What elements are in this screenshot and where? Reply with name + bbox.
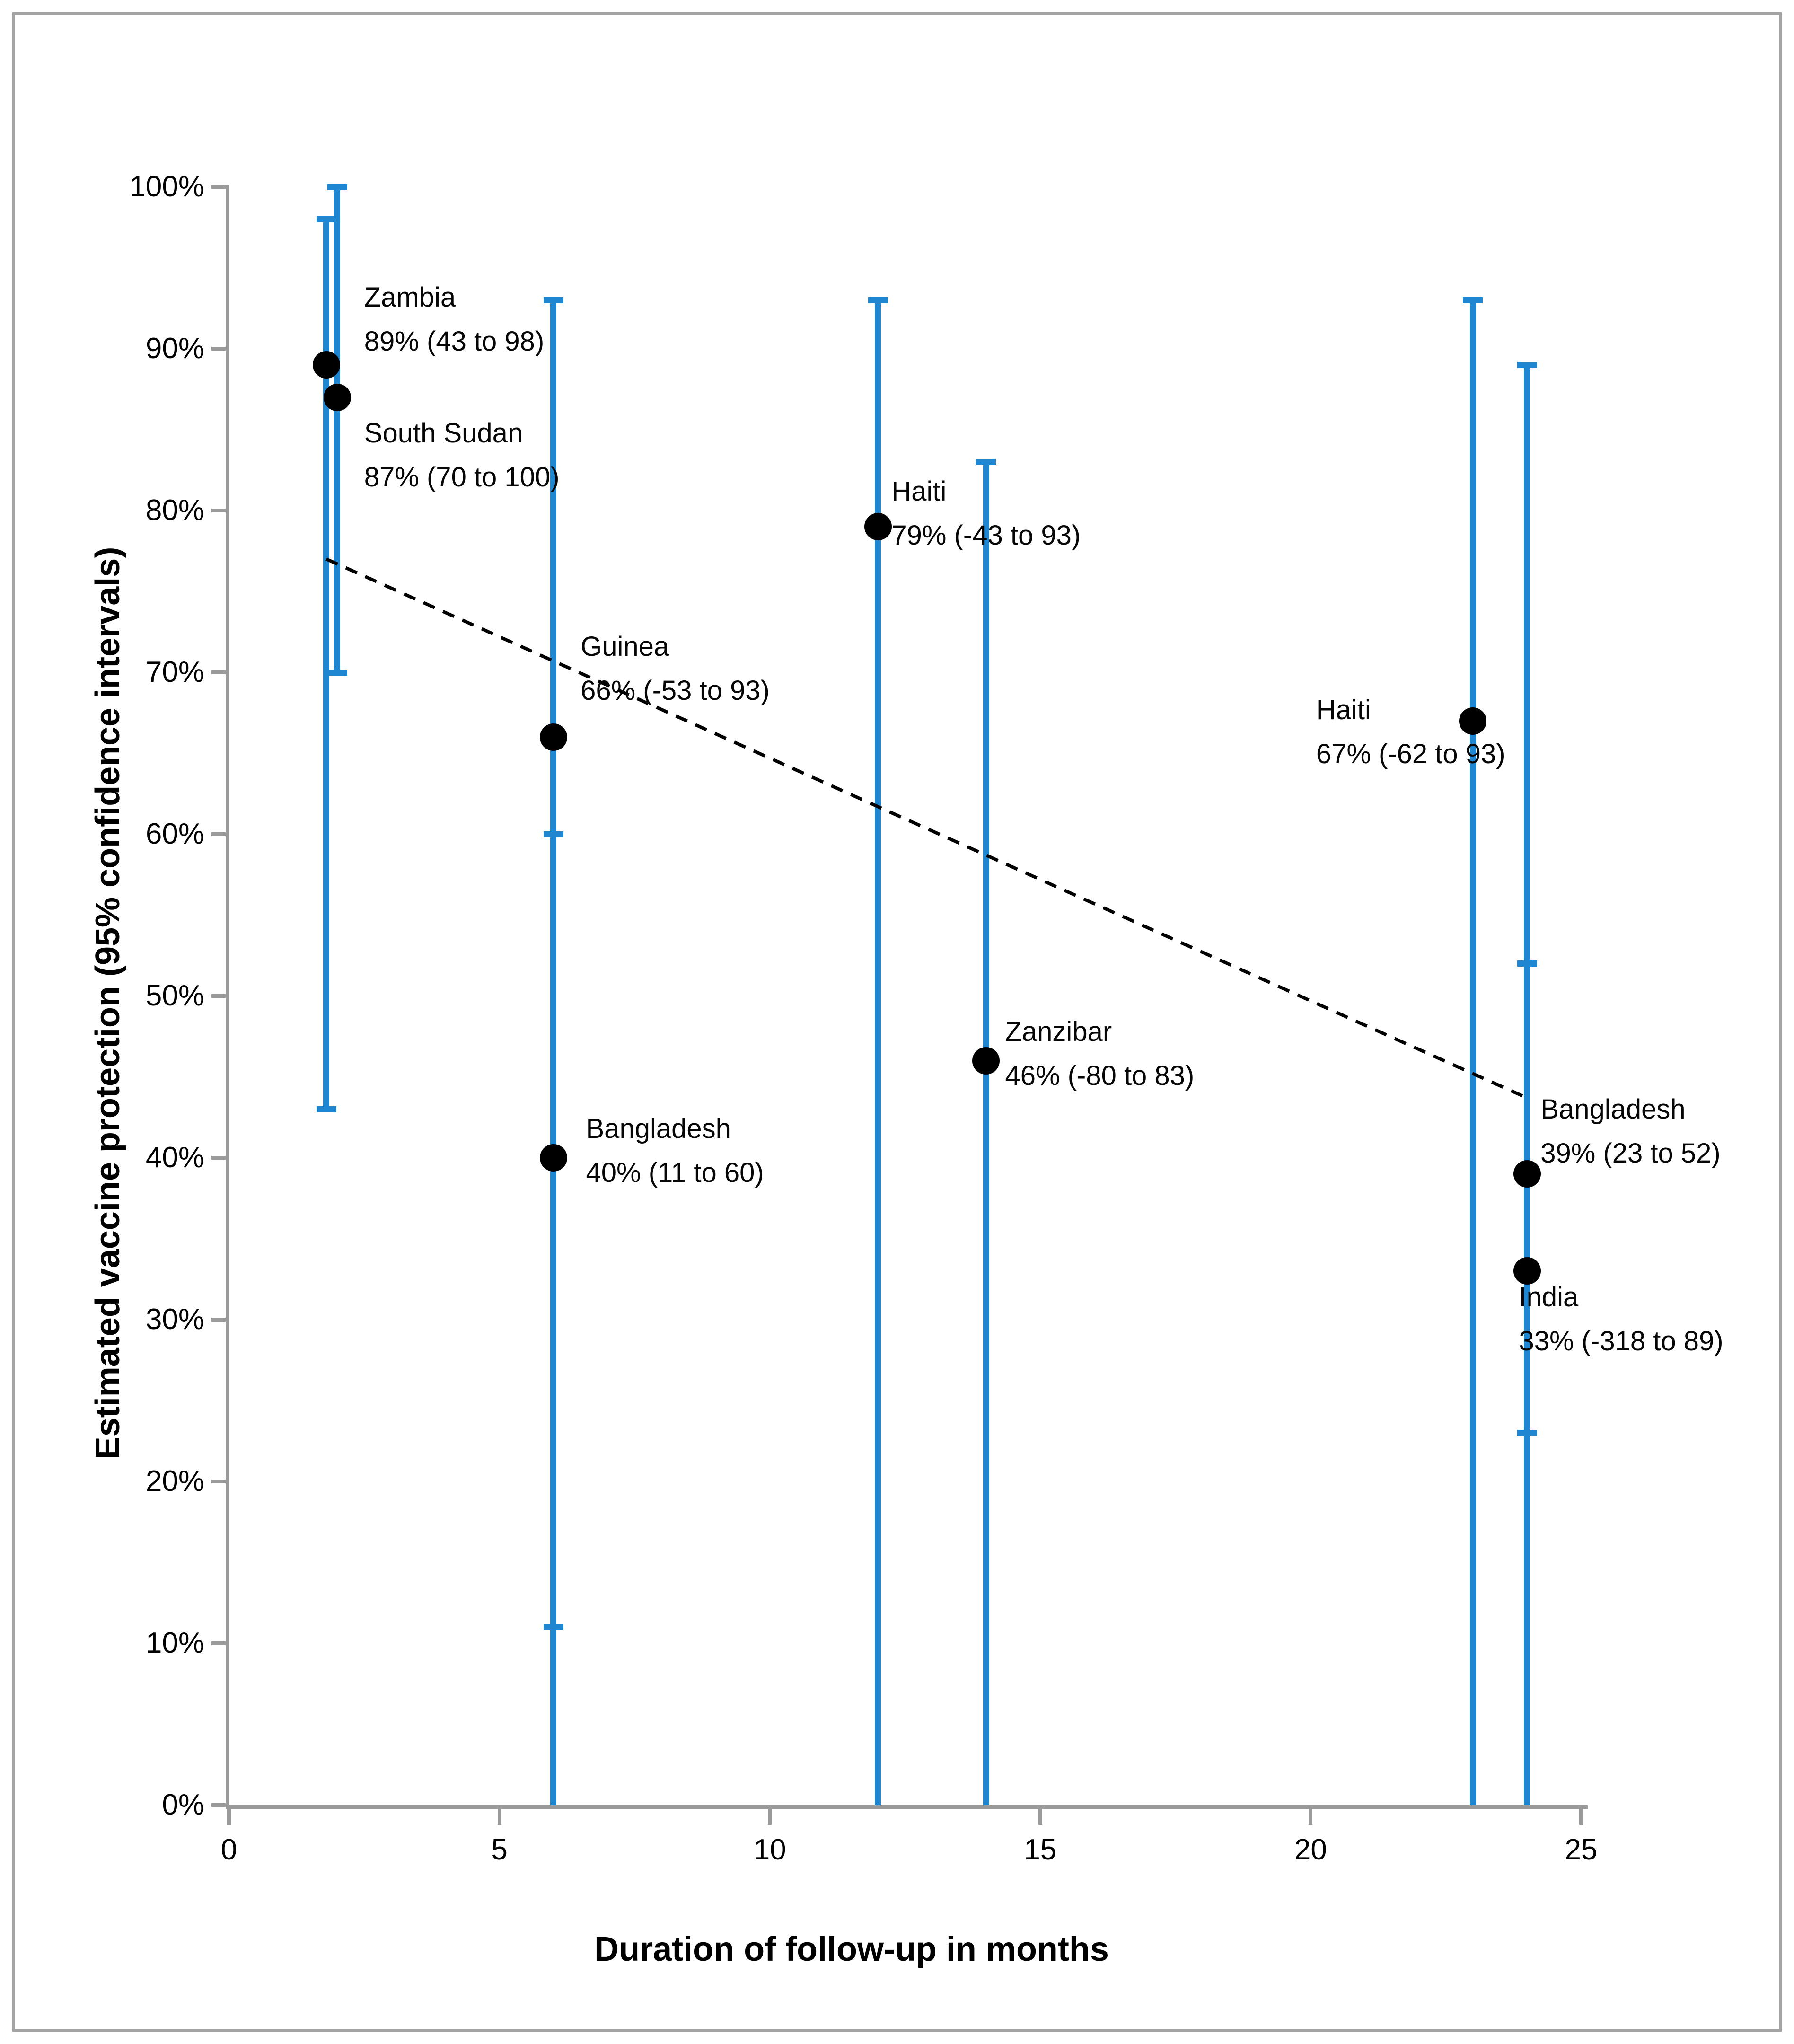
point-label: Zambia 89% (43 to 98)	[364, 275, 544, 363]
y-tick-label: 60%	[145, 818, 204, 850]
y-tick	[211, 1803, 226, 1807]
error-bar-cap-top	[316, 216, 336, 222]
y-tick-label: 10%	[145, 1627, 204, 1659]
y-tick	[211, 1480, 226, 1483]
y-tick-label: 40%	[145, 1141, 204, 1174]
point-label-value: 79% (-43 to 93)	[891, 520, 1081, 551]
x-tick-label: 20	[1294, 1833, 1327, 1866]
y-tick	[211, 994, 226, 998]
error-bar	[1524, 365, 1530, 1807]
point-label-value: 87% (70 to 100)	[364, 461, 560, 493]
y-tick-label: 50%	[145, 979, 204, 1012]
data-point-marker	[539, 1144, 567, 1172]
error-bar-cap-top	[327, 184, 347, 190]
error-bar-cap-bottom	[316, 1106, 336, 1112]
error-bar	[983, 462, 989, 1807]
point-label-name: Bangladesh	[1540, 1094, 1686, 1125]
data-point-marker	[312, 351, 340, 379]
trend-line	[325, 557, 1528, 1100]
error-bar	[550, 834, 557, 1629]
y-tick-label: 80%	[145, 494, 204, 527]
x-tick-label: 25	[1565, 1833, 1598, 1866]
point-label-name: Zanzibar	[1005, 1016, 1112, 1048]
point-label-name: Bangladesh	[586, 1113, 731, 1145]
y-tick	[211, 832, 226, 836]
y-tick-label: 90%	[145, 332, 204, 365]
point-label: Zanzibar 46% (-80 to 83)	[1005, 1010, 1194, 1098]
point-label: Bangladesh 39% (23 to 52)	[1540, 1087, 1720, 1175]
point-label-value: 66% (-53 to 93)	[580, 675, 770, 706]
y-tick	[211, 185, 226, 189]
point-label-value: 46% (-80 to 83)	[1005, 1060, 1195, 1092]
x-tick	[768, 1805, 772, 1825]
x-tick-label: 10	[753, 1833, 786, 1866]
data-point-marker	[1459, 707, 1487, 735]
data-point-marker	[972, 1047, 1000, 1075]
x-tick	[497, 1805, 501, 1825]
point-label-name: Zambia	[364, 282, 456, 313]
x-tick	[1579, 1805, 1583, 1825]
point-label-name: Haiti	[1316, 694, 1371, 725]
error-bar	[334, 187, 341, 674]
y-tick	[211, 1641, 226, 1645]
point-label: Haiti 79% (-43 to 93)	[891, 469, 1081, 557]
point-label-name: South Sudan	[364, 417, 523, 449]
y-tick	[211, 509, 226, 512]
point-label-value: 40% (11 to 60)	[586, 1157, 764, 1189]
x-tick-label: 0	[220, 1833, 237, 1866]
y-tick	[211, 1156, 226, 1160]
x-tick	[227, 1805, 231, 1825]
error-bar-cap-top	[976, 458, 996, 465]
y-axis-title: Estimated vaccine protection (95% confid…	[89, 546, 127, 1460]
error-bar-cap-bottom	[327, 669, 347, 676]
x-axis-line	[226, 1805, 1588, 1809]
y-tick-label: 30%	[145, 1303, 204, 1336]
point-label-name: Haiti	[891, 476, 947, 507]
error-bar-cap-top	[868, 297, 888, 303]
point-label: Bangladesh 40% (11 to 60)	[586, 1107, 764, 1195]
point-label: Haiti 67% (-62 to 93)	[1316, 688, 1505, 776]
y-tick-label: 70%	[145, 656, 204, 688]
error-bar-cap-top	[1517, 361, 1537, 368]
data-point-marker	[864, 513, 892, 541]
y-tick-label: 20%	[145, 1465, 204, 1498]
x-tick	[1038, 1805, 1042, 1825]
y-tick	[211, 670, 226, 674]
data-point-marker	[539, 723, 567, 751]
y-tick-label: 100%	[129, 170, 204, 203]
error-bar-cap-top	[1463, 297, 1483, 303]
error-bar	[323, 219, 330, 1111]
point-label: South Sudan 87% (70 to 100)	[364, 411, 560, 499]
y-tick	[211, 347, 226, 351]
point-label-value: 89% (43 to 98)	[364, 326, 545, 357]
error-bar-cap-bottom	[543, 1624, 563, 1630]
y-axis-line	[226, 185, 229, 1809]
point-label-name: India	[1519, 1282, 1579, 1313]
x-tick	[1309, 1805, 1313, 1825]
point-label: India 33% (-318 to 89)	[1519, 1275, 1724, 1363]
error-bar-cap-top	[543, 831, 563, 837]
error-bar	[1469, 300, 1476, 1807]
point-label-value: 33% (-318 to 89)	[1519, 1326, 1724, 1357]
point-label-value: 67% (-62 to 93)	[1316, 738, 1505, 769]
point-label-name: Guinea	[580, 631, 669, 662]
y-tick-label: 0%	[162, 1788, 204, 1821]
x-tick-label: 5	[491, 1833, 508, 1866]
data-point-marker	[1513, 1160, 1541, 1188]
data-point-marker	[1513, 1257, 1541, 1285]
error-bar	[875, 300, 881, 1807]
point-label-value: 39% (23 to 52)	[1540, 1138, 1721, 1169]
y-tick	[211, 1318, 226, 1322]
x-axis-title: Duration of follow-up in months	[594, 1930, 1109, 1968]
data-point-marker	[323, 383, 351, 411]
x-tick-label: 15	[1024, 1833, 1057, 1866]
error-bar-cap-top	[543, 297, 563, 303]
point-label: Guinea 66% (-53 to 93)	[580, 625, 770, 713]
